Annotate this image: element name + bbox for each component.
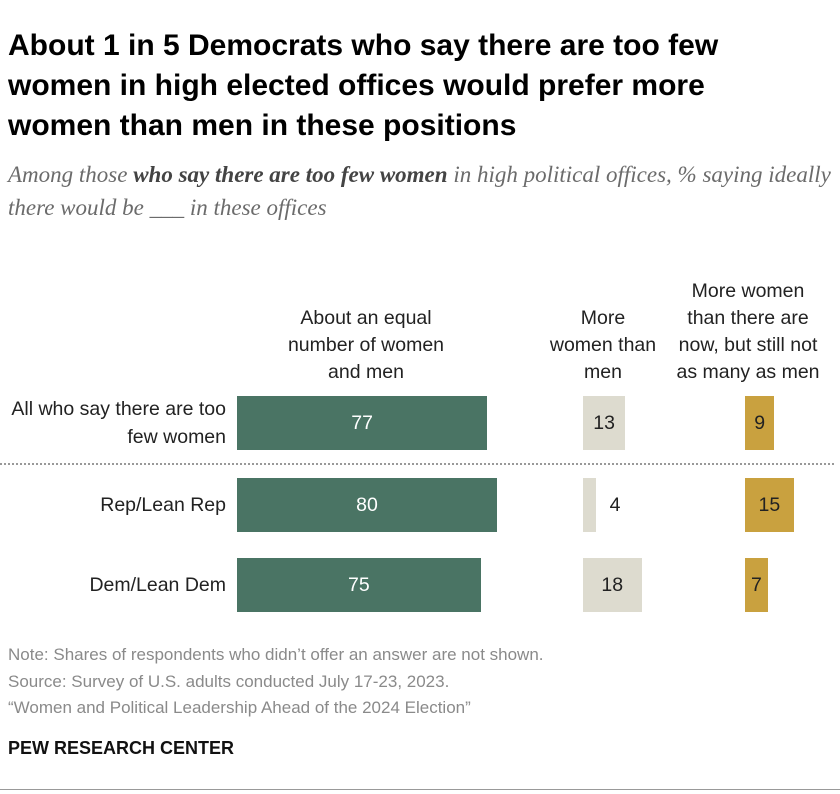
value-label: 75 xyxy=(348,574,370,596)
value-label: 4 xyxy=(609,494,621,516)
value-label: 15 xyxy=(758,494,781,516)
bottom-rule xyxy=(0,789,840,790)
brand: PEW RESEARCH CENTER xyxy=(8,738,235,758)
column-header: More women than there are now, but still… xyxy=(676,280,820,383)
value-label: 7 xyxy=(750,574,762,596)
subtitle-part: Among those xyxy=(8,162,134,187)
value-label: 80 xyxy=(356,494,378,516)
source: Source: Survey of U.S. adults conducted … xyxy=(8,672,450,691)
value-label: 18 xyxy=(601,574,624,596)
bar xyxy=(745,478,794,532)
row-label: Rep/Lean Rep xyxy=(100,494,226,516)
report-title: “Women and Political Leadership Ahead of… xyxy=(8,698,471,717)
bar xyxy=(237,478,497,532)
column-header: More women than men xyxy=(549,307,657,383)
bar xyxy=(583,558,642,612)
row-label: All who say there are too few women xyxy=(11,398,226,448)
bar xyxy=(745,396,775,450)
bar xyxy=(583,396,626,450)
bar xyxy=(745,558,768,612)
value-label: 9 xyxy=(754,412,766,434)
subtitle-part: in high political offices, % saying idea… xyxy=(8,162,831,220)
value-label: 77 xyxy=(351,412,373,434)
chart-title: About 1 in 5 Democrats who say there are… xyxy=(8,29,719,142)
column-header: About an equal number of women and men xyxy=(287,307,445,383)
bar xyxy=(583,478,596,532)
bar xyxy=(237,558,481,612)
subtitle-part: who say there are too few women xyxy=(133,162,448,187)
value-label: 13 xyxy=(593,412,615,434)
separator xyxy=(0,463,834,465)
row-label: Dem/Lean Dem xyxy=(89,574,226,596)
chart-subtitle: Among those who say there are too few wo… xyxy=(8,158,838,224)
bar xyxy=(237,396,488,450)
note: Note: Shares of respondents who didn’t o… xyxy=(8,645,544,664)
